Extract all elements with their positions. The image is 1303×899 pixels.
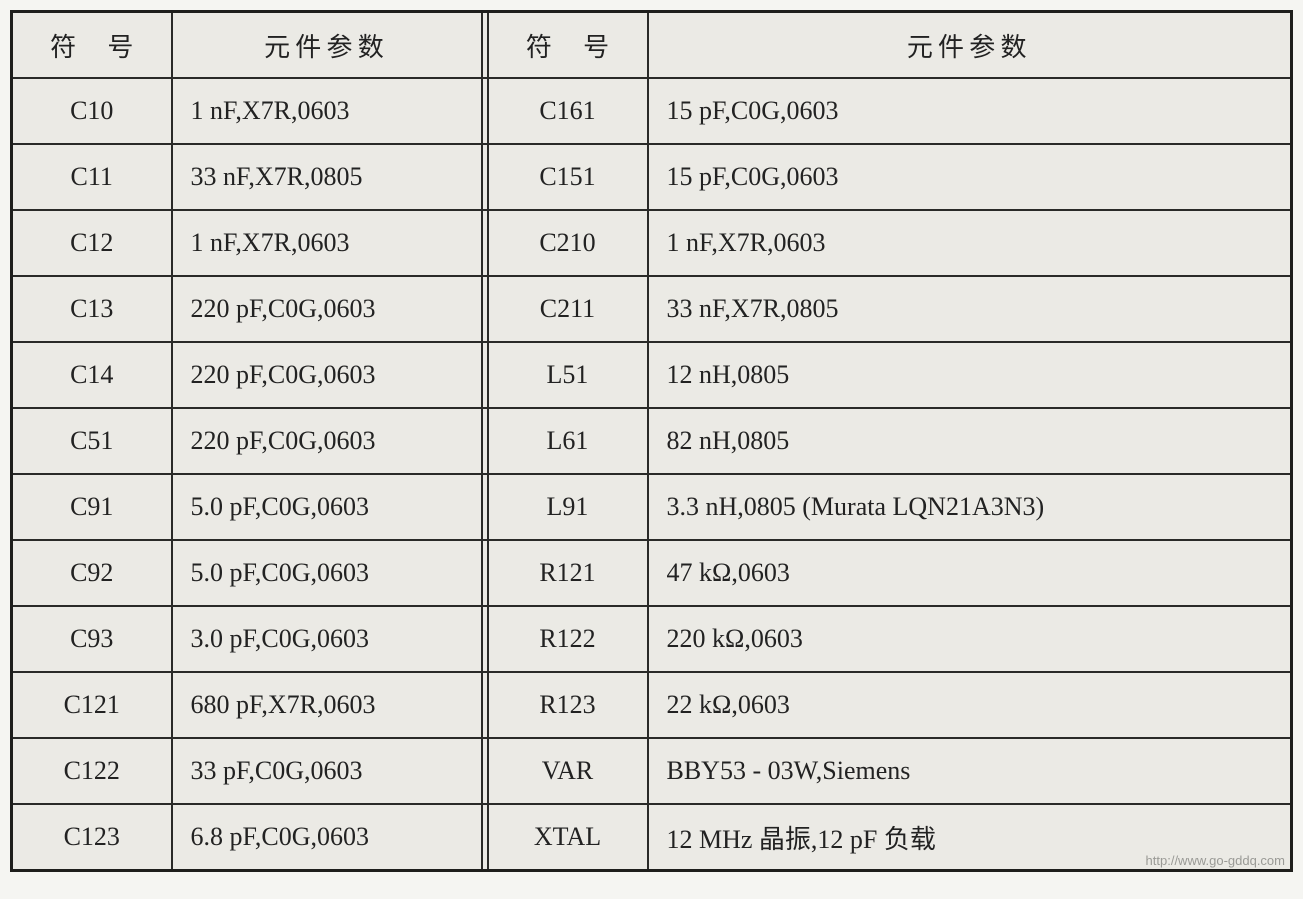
cell-left-symbol: C51 [12, 408, 172, 474]
table-row: C122 33 pF,C0G,0603 VAR BBY53 - 03W,Siem… [12, 738, 1292, 804]
cell-right-symbol: XTAL [488, 804, 648, 871]
cell-left-param: 33 pF,C0G,0603 [172, 738, 482, 804]
cell-right-symbol: R123 [488, 672, 648, 738]
cell-left-param: 1 nF,X7R,0603 [172, 210, 482, 276]
cell-left-symbol: C121 [12, 672, 172, 738]
header-right-symbol: 符号 [488, 12, 648, 79]
table-row: C121 680 pF,X7R,0603 R123 22 kΩ,0603 [12, 672, 1292, 738]
cell-right-symbol: R121 [488, 540, 648, 606]
cell-left-symbol: C93 [12, 606, 172, 672]
cell-right-symbol: L51 [488, 342, 648, 408]
cell-right-param: 33 nF,X7R,0805 [648, 276, 1292, 342]
cell-right-param: 1 nF,X7R,0603 [648, 210, 1292, 276]
cell-left-symbol: C122 [12, 738, 172, 804]
cell-left-symbol: C12 [12, 210, 172, 276]
table-body: C10 1 nF,X7R,0603 C161 15 pF,C0G,0603 C1… [12, 78, 1292, 871]
cell-right-param: 3.3 nH,0805 (Murata LQN21A3N3) [648, 474, 1292, 540]
cell-left-param: 5.0 pF,C0G,0603 [172, 474, 482, 540]
cell-right-symbol: L91 [488, 474, 648, 540]
cell-left-symbol: C91 [12, 474, 172, 540]
header-right-param: 元件参数 [648, 12, 1292, 79]
cell-left-param: 6.8 pF,C0G,0603 [172, 804, 482, 871]
component-table: 符号 元件参数 符号 元件参数 C10 1 nF,X7R,0603 C161 1… [10, 10, 1293, 872]
cell-right-symbol: R122 [488, 606, 648, 672]
table-row: C91 5.0 pF,C0G,0603 L91 3.3 nH,0805 (Mur… [12, 474, 1292, 540]
cell-right-param: 12 nH,0805 [648, 342, 1292, 408]
cell-right-symbol: VAR [488, 738, 648, 804]
table-row: C13 220 pF,C0G,0603 C211 33 nF,X7R,0805 [12, 276, 1292, 342]
cell-left-param: 1 nF,X7R,0603 [172, 78, 482, 144]
cell-right-param: BBY53 - 03W,Siemens [648, 738, 1292, 804]
watermark-text: http://www.go-gddq.com [1146, 853, 1285, 868]
cell-right-param: 15 pF,C0G,0603 [648, 78, 1292, 144]
table-row: C12 1 nF,X7R,0603 C210 1 nF,X7R,0603 [12, 210, 1292, 276]
table-row: C93 3.0 pF,C0G,0603 R122 220 kΩ,0603 [12, 606, 1292, 672]
cell-right-param: 22 kΩ,0603 [648, 672, 1292, 738]
cell-right-param: 47 kΩ,0603 [648, 540, 1292, 606]
cell-left-symbol: C10 [12, 78, 172, 144]
header-left-param: 元件参数 [172, 12, 482, 79]
table-header-row: 符号 元件参数 符号 元件参数 [12, 12, 1292, 79]
cell-left-symbol: C13 [12, 276, 172, 342]
cell-right-param: 220 kΩ,0603 [648, 606, 1292, 672]
cell-right-symbol: L61 [488, 408, 648, 474]
cell-right-symbol: C210 [488, 210, 648, 276]
table-row: C10 1 nF,X7R,0603 C161 15 pF,C0G,0603 [12, 78, 1292, 144]
cell-left-param: 33 nF,X7R,0805 [172, 144, 482, 210]
cell-right-param: 15 pF,C0G,0603 [648, 144, 1292, 210]
cell-left-symbol: C92 [12, 540, 172, 606]
cell-left-param: 220 pF,C0G,0603 [172, 276, 482, 342]
cell-left-param: 3.0 pF,C0G,0603 [172, 606, 482, 672]
cell-left-symbol: C123 [12, 804, 172, 871]
cell-right-symbol: C161 [488, 78, 648, 144]
cell-left-param: 220 pF,C0G,0603 [172, 342, 482, 408]
cell-left-param: 220 pF,C0G,0603 [172, 408, 482, 474]
cell-right-symbol: C211 [488, 276, 648, 342]
cell-left-symbol: C14 [12, 342, 172, 408]
cell-right-param: 82 nH,0805 [648, 408, 1292, 474]
cell-left-param: 680 pF,X7R,0603 [172, 672, 482, 738]
cell-left-symbol: C11 [12, 144, 172, 210]
cell-right-symbol: C151 [488, 144, 648, 210]
table-row: C123 6.8 pF,C0G,0603 XTAL 12 MHz 晶振,12 p… [12, 804, 1292, 871]
component-table-container: 符号 元件参数 符号 元件参数 C10 1 nF,X7R,0603 C161 1… [10, 10, 1293, 872]
header-left-symbol: 符号 [12, 12, 172, 79]
table-row: C11 33 nF,X7R,0805 C151 15 pF,C0G,0603 [12, 144, 1292, 210]
cell-left-param: 5.0 pF,C0G,0603 [172, 540, 482, 606]
table-row: C14 220 pF,C0G,0603 L51 12 nH,0805 [12, 342, 1292, 408]
table-row: C92 5.0 pF,C0G,0603 R121 47 kΩ,0603 [12, 540, 1292, 606]
table-row: C51 220 pF,C0G,0603 L61 82 nH,0805 [12, 408, 1292, 474]
